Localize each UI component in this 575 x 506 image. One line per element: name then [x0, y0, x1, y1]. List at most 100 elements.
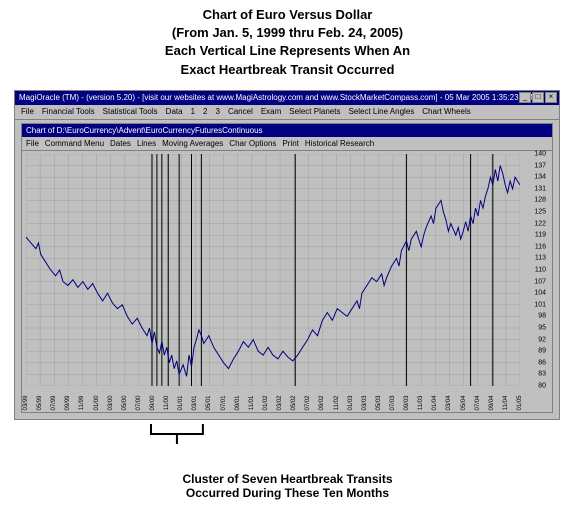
menu-item-financial-tools[interactable]: Financial Tools: [42, 105, 95, 119]
outer-window: MagiOracle (TM) - (version 5.20) - [visi…: [14, 90, 560, 420]
menu-item-command-menu[interactable]: Command Menu: [45, 137, 104, 150]
window-controls: _ □ ×: [519, 92, 557, 103]
inner-window-titlebar: Chart of D:\EuroCurrency\Advent\EuroCurr…: [22, 124, 552, 137]
x-tick-label: 11/04: [503, 396, 509, 411]
x-tick-label: 03/02: [277, 395, 283, 410]
x-tick-label: 11/99: [79, 396, 85, 411]
x-tick-label: 07/99: [51, 395, 57, 410]
x-tick-label: 01/02: [263, 395, 269, 410]
cluster-bracket: [149, 424, 205, 450]
y-tick-label: 104: [534, 290, 546, 297]
x-tick-label: 03/03: [362, 395, 368, 410]
title-line-1: Chart of Euro Versus Dollar: [0, 6, 575, 24]
x-tick-label: 03/00: [108, 395, 114, 410]
x-tick-label: 01/03: [348, 395, 354, 410]
x-tick-label: 11/00: [164, 396, 170, 411]
y-tick-label: 83: [538, 371, 546, 378]
x-tick-label: 01/00: [94, 395, 100, 410]
y-tick-label: 80: [538, 383, 546, 390]
x-tick-label: 07/00: [136, 395, 142, 410]
title-line-3: Each Vertical Line Represents When An: [0, 42, 575, 60]
y-tick-label: 140: [534, 151, 546, 158]
maximize-button[interactable]: □: [532, 92, 544, 103]
inner-window-title: Chart of D:\EuroCurrency\Advent\EuroCurr…: [26, 126, 263, 135]
title-block: Chart of Euro Versus Dollar (From Jan. 5…: [0, 0, 575, 79]
x-tick-label: 07/03: [390, 395, 396, 410]
menu-item-3[interactable]: 3: [215, 105, 219, 119]
menu-item-char-options[interactable]: Char Options: [229, 137, 276, 150]
y-tick-label: 128: [534, 197, 546, 204]
x-tick-label: 09/00: [150, 395, 156, 410]
footer-line-2: Occurred During These Ten Months: [0, 486, 575, 500]
title-line-4: Exact Heartbreak Transit Occurred: [0, 61, 575, 79]
y-tick-label: 107: [534, 278, 546, 285]
x-tick-label: 05/00: [122, 395, 128, 410]
x-tick-label: 05/99: [37, 395, 43, 410]
chart-x-axis: 03/99 05/99 07/99 09/99 11/99 01/00 03/00 05/00…: [26, 386, 520, 408]
x-tick-label: 01/01: [178, 395, 184, 410]
menu-item-data[interactable]: Data: [166, 105, 183, 119]
x-tick-label: 11/02: [334, 396, 340, 411]
y-tick-label: 116: [535, 243, 546, 250]
y-tick-label: 119: [535, 232, 546, 239]
x-tick-label: 07/04: [475, 395, 481, 410]
y-tick-label: 89: [538, 348, 546, 355]
x-tick-label: 09/01: [235, 395, 241, 410]
y-tick-label: 131: [534, 185, 546, 192]
minimize-button[interactable]: _: [519, 92, 531, 103]
x-tick-label: 03/99: [23, 395, 29, 410]
menu-item-select-line-angles[interactable]: Select Line Angles: [348, 105, 414, 119]
inner-menubar: File Command Menu Dates Lines Moving Average…: [22, 137, 552, 151]
y-tick-label: 122: [534, 220, 546, 227]
x-tick-label: 05/04: [461, 395, 467, 410]
menu-item-dates[interactable]: Dates: [110, 137, 131, 150]
y-tick-label: 125: [534, 209, 546, 216]
y-tick-label: 134: [534, 174, 546, 181]
menu-item-print[interactable]: Print: [282, 137, 298, 150]
line-chart-svg: [26, 154, 520, 386]
outer-menubar: File Financial Tools Statistical Tools Data…: [15, 105, 559, 120]
inner-window: Chart of D:\EuroCurrency\Advent\EuroCurr…: [21, 123, 553, 413]
menu-item-cancel[interactable]: Cancel: [228, 105, 253, 119]
menu-item-2[interactable]: 2: [203, 105, 207, 119]
title-line-2: (From Jan. 5, 1999 thru Feb. 24, 2005): [0, 24, 575, 42]
chart-y-axis: 8083868992959810110410711011311611912212…: [520, 154, 548, 386]
x-tick-label: 05/01: [206, 395, 212, 410]
x-tick-label: 11/03: [418, 396, 424, 411]
menu-item-lines[interactable]: Lines: [137, 137, 156, 150]
menu-item-select-planets[interactable]: Select Planets: [289, 105, 340, 119]
outer-window-title: MagiOracle (TM) - (version 5.20) - [visi…: [19, 93, 533, 102]
y-tick-label: 113: [535, 255, 546, 262]
menu-item-1[interactable]: 1: [191, 105, 195, 119]
y-tick-label: 86: [538, 359, 546, 366]
menu-item-file[interactable]: File: [21, 105, 34, 119]
y-tick-label: 110: [535, 267, 546, 274]
x-tick-label: 07/01: [221, 395, 227, 410]
chart-area: 80 83 86 89 92 95 98 101 104 107 110 113 116 119 122 12…: [26, 154, 548, 408]
x-tick-label: 05/02: [291, 395, 297, 410]
x-tick-label: 09/02: [319, 395, 325, 410]
x-tick-label: 05/03: [376, 395, 382, 410]
y-tick-label: 92: [538, 336, 546, 343]
x-tick-label: 09/03: [404, 395, 410, 410]
outer-window-titlebar: MagiOracle (TM) - (version 5.20) - [visi…: [15, 91, 559, 105]
menu-item-file[interactable]: File: [26, 137, 39, 150]
y-tick-label: 137: [534, 162, 546, 169]
y-tick-label: 101: [534, 301, 546, 308]
close-button[interactable]: ×: [545, 92, 557, 103]
x-tick-label: 09/99: [65, 395, 71, 410]
menu-item-moving-averages[interactable]: Moving Averages: [162, 137, 223, 150]
x-tick-label: 09/04: [489, 395, 495, 410]
menu-item-chart-wheels[interactable]: Chart Wheels: [422, 105, 470, 119]
y-tick-label: 98: [538, 313, 546, 320]
menu-item-historical-research[interactable]: Historical Research: [305, 137, 374, 150]
x-tick-label: 03/01: [192, 395, 198, 410]
x-tick-label: 03/04: [446, 395, 452, 410]
chart-plot: [26, 154, 520, 386]
footer-block: Cluster of Seven Heartbreak Transits Occ…: [0, 472, 575, 500]
menu-item-statistical-tools[interactable]: Statistical Tools: [103, 105, 158, 119]
footer-line-1: Cluster of Seven Heartbreak Transits: [0, 472, 575, 486]
menu-item-exam[interactable]: Exam: [261, 105, 281, 119]
y-tick-label: 95: [538, 325, 546, 332]
x-tick-label: 01/05: [517, 395, 523, 410]
